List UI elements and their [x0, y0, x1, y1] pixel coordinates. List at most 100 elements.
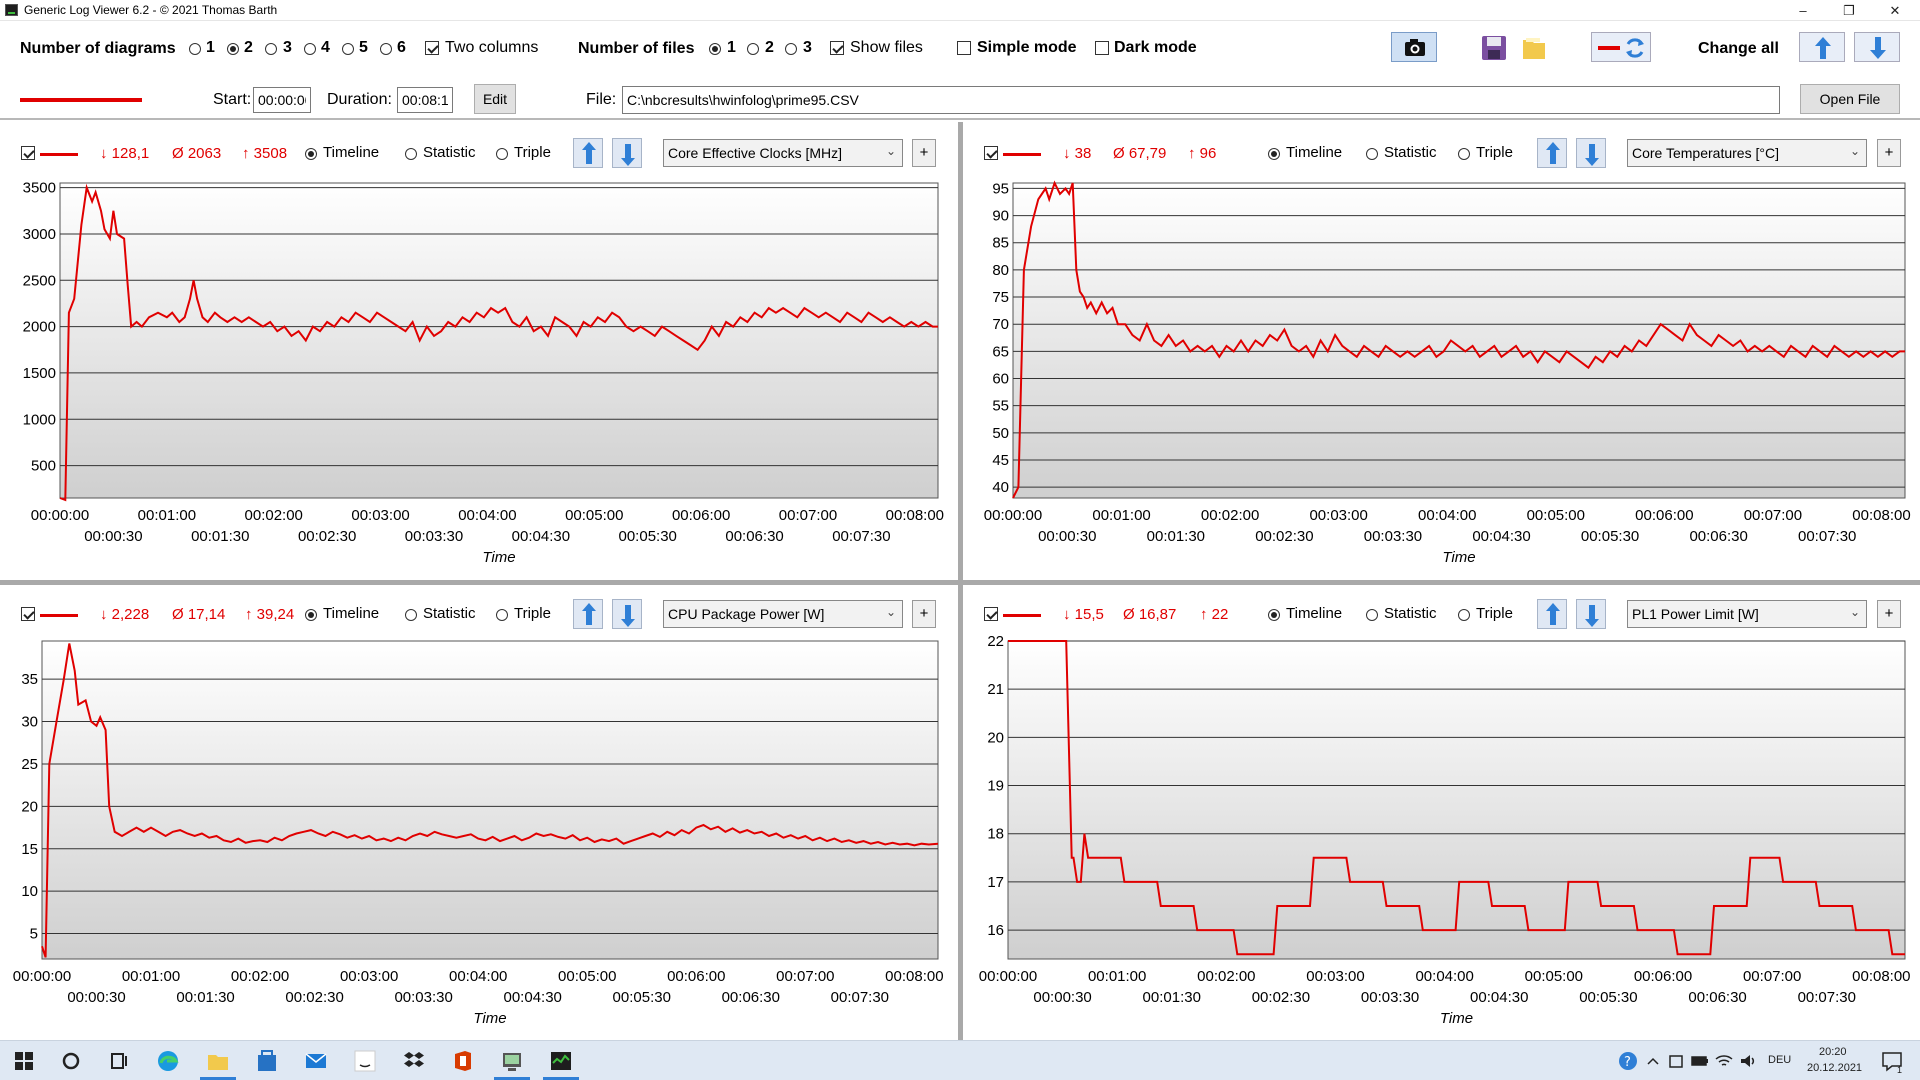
- file-path-input[interactable]: [622, 86, 1780, 114]
- file-explorer-icon[interactable]: [206, 1049, 230, 1073]
- move-up-button[interactable]: [573, 138, 603, 168]
- files-radio-3[interactable]: [785, 43, 797, 55]
- statistic-radio[interactable]: [405, 148, 417, 160]
- move-down-button[interactable]: [612, 138, 642, 168]
- move-down-button[interactable]: [1576, 599, 1606, 629]
- move-up-button[interactable]: [1537, 599, 1567, 629]
- x-tick-label: 00:05:00: [558, 968, 616, 985]
- triple-radio[interactable]: [1458, 148, 1470, 160]
- sensor-select[interactable]: CPU Package Power [W] ⌄: [663, 600, 903, 628]
- timeline-radio[interactable]: [1268, 609, 1280, 621]
- folder-icon[interactable]: [1520, 34, 1548, 62]
- statistic-radio[interactable]: [1366, 148, 1378, 160]
- series-visible-checkbox[interactable]: [984, 146, 998, 160]
- simple-mode-checkbox[interactable]: [957, 41, 971, 55]
- move-up-button[interactable]: [1537, 138, 1567, 168]
- log-viewer-icon[interactable]: [549, 1049, 573, 1073]
- triple-radio[interactable]: [496, 148, 508, 160]
- save-icon[interactable]: [1480, 34, 1508, 62]
- notification-icon[interactable]: [1880, 1049, 1904, 1073]
- diagrams-radio-5[interactable]: [342, 43, 354, 55]
- diagrams-option-2: 2: [244, 39, 253, 56]
- amazon-icon[interactable]: [353, 1049, 377, 1073]
- triple-radio[interactable]: [1458, 609, 1470, 621]
- line-chart[interactable]: 16 17 18 19 20 21 22 00:00:00 00:01:00 00:02:00 00…: [963, 585, 1920, 1040]
- dropbox-icon[interactable]: [402, 1049, 426, 1073]
- taskbar-time[interactable]: 20:20: [1819, 1046, 1847, 1058]
- windows-start-icon[interactable]: [12, 1049, 36, 1073]
- tray-device-icon[interactable]: [1667, 1049, 1685, 1073]
- y-tick-label: 21: [987, 681, 1004, 698]
- avg-value: Ø 67,79: [1113, 145, 1167, 162]
- series-color-line[interactable]: [1003, 153, 1041, 156]
- file-color-indicator[interactable]: [20, 98, 142, 102]
- statistic-radio[interactable]: [1366, 609, 1378, 621]
- series-visible-checkbox[interactable]: [984, 607, 998, 621]
- files-radio-2[interactable]: [747, 43, 759, 55]
- line-chart[interactable]: 500 1000 1500 2000 2500 3000 3500 00:00:00 00:01…: [0, 124, 958, 580]
- show-files-checkbox[interactable]: [830, 41, 844, 55]
- y-tick-label: 30: [21, 714, 38, 731]
- line-chart[interactable]: 5 10 15 20 25 30 35 00:00:00 00:01:00 00:02:00 00:…: [0, 585, 958, 1040]
- min-value: ↓ 2,228: [100, 606, 150, 623]
- diagrams-radio-1[interactable]: [189, 43, 201, 55]
- maximize-button[interactable]: ❐: [1843, 3, 1855, 18]
- series-color-line[interactable]: [40, 153, 78, 156]
- move-all-down-button[interactable]: [1854, 32, 1900, 62]
- hwinfo-icon[interactable]: [500, 1049, 524, 1073]
- files-radio-1[interactable]: [709, 43, 721, 55]
- office-icon[interactable]: [451, 1049, 475, 1073]
- move-all-up-button[interactable]: [1799, 32, 1845, 62]
- open-file-button[interactable]: Open File: [1800, 84, 1900, 114]
- timeline-label: Timeline: [1286, 144, 1343, 161]
- taskbar-date[interactable]: 20.12.2021: [1807, 1062, 1863, 1074]
- timeline-radio[interactable]: [305, 609, 317, 621]
- move-down-button[interactable]: [612, 599, 642, 629]
- store-icon[interactable]: [255, 1049, 279, 1073]
- sensor-select[interactable]: Core Temperatures [°C] ⌄: [1627, 139, 1867, 167]
- duration-input[interactable]: [397, 87, 453, 113]
- task-view-icon[interactable]: [107, 1049, 131, 1073]
- row-divider[interactable]: [0, 580, 1920, 585]
- line-chart[interactable]: 40 45 50 55 60 65 70 75 80 85 90 95 00:00:00 00:01:00…: [963, 124, 1920, 580]
- sensor-select[interactable]: PL1 Power Limit [W] ⌄: [1627, 600, 1867, 628]
- timeline-radio[interactable]: [305, 148, 317, 160]
- triple-radio[interactable]: [496, 609, 508, 621]
- add-series-button[interactable]: +: [912, 600, 936, 628]
- move-down-button[interactable]: [1576, 138, 1606, 168]
- add-series-button[interactable]: +: [1877, 600, 1901, 628]
- series-color-line[interactable]: [40, 614, 78, 617]
- help-icon[interactable]: ?: [1617, 1049, 1639, 1073]
- diagrams-radio-6[interactable]: [380, 43, 392, 55]
- minimize-button[interactable]: –: [1799, 3, 1807, 18]
- dark-mode-checkbox[interactable]: [1095, 41, 1109, 55]
- swap-colors-button[interactable]: [1591, 32, 1651, 62]
- two-columns-checkbox[interactable]: [425, 41, 439, 55]
- wifi-icon[interactable]: [1714, 1049, 1734, 1073]
- diagrams-radio-2[interactable]: [227, 43, 239, 55]
- x-tick-label: 00:00:30: [67, 989, 125, 1006]
- series-color-line[interactable]: [1003, 614, 1041, 617]
- statistic-radio[interactable]: [405, 609, 417, 621]
- volume-icon[interactable]: [1738, 1049, 1758, 1073]
- x-tick-label: 00:03:00: [351, 507, 409, 524]
- diagrams-radio-4[interactable]: [304, 43, 316, 55]
- series-visible-checkbox[interactable]: [21, 607, 35, 621]
- close-button[interactable]: ✕: [1889, 3, 1901, 18]
- add-series-button[interactable]: +: [1877, 139, 1901, 167]
- move-up-button[interactable]: [573, 599, 603, 629]
- edit-button[interactable]: Edit: [474, 84, 516, 114]
- add-series-button[interactable]: +: [912, 139, 936, 167]
- timeline-radio[interactable]: [1268, 148, 1280, 160]
- edge-icon[interactable]: [156, 1049, 180, 1073]
- tray-chevron-up-icon[interactable]: [1645, 1049, 1661, 1073]
- series-visible-checkbox[interactable]: [21, 146, 35, 160]
- input-language[interactable]: DEU: [1768, 1054, 1792, 1066]
- mail-icon[interactable]: [304, 1049, 328, 1073]
- sensor-select[interactable]: Core Effective Clocks [MHz] ⌄: [663, 139, 903, 167]
- start-input[interactable]: [253, 87, 311, 113]
- screenshot-button[interactable]: [1391, 32, 1437, 62]
- search-icon[interactable]: [59, 1049, 83, 1073]
- battery-icon[interactable]: [1690, 1049, 1710, 1073]
- diagrams-radio-3[interactable]: [265, 43, 277, 55]
